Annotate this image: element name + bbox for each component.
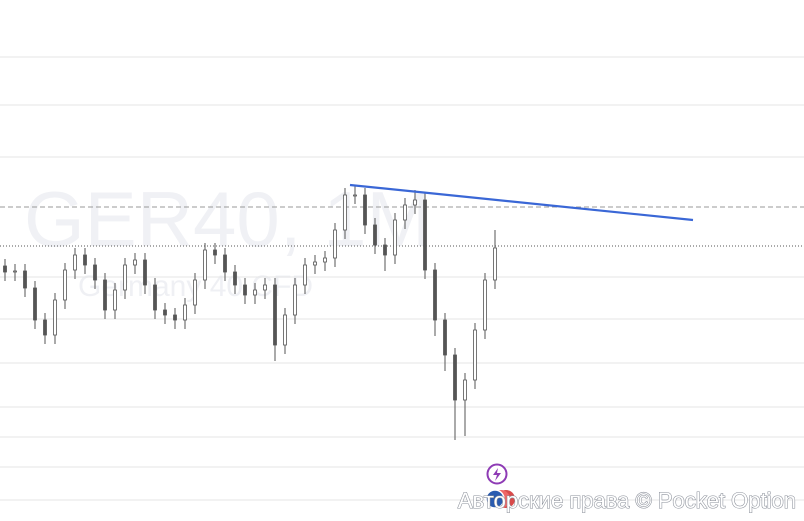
candle-body — [363, 194, 367, 226]
copyright: Авторские права © Pocket Option — [458, 488, 796, 513]
candle-body — [183, 304, 187, 321]
candle-body — [223, 254, 227, 273]
candle-body — [73, 254, 77, 271]
candle-body — [63, 269, 67, 301]
candle-body — [393, 219, 397, 256]
candle-body — [233, 271, 237, 286]
candle-body — [373, 224, 377, 246]
candle-body — [123, 264, 127, 291]
candle-body — [463, 379, 467, 401]
candle-body — [423, 199, 427, 271]
candle-body — [193, 279, 197, 306]
candle-body — [473, 329, 477, 381]
candle-body — [283, 314, 287, 346]
candle-body — [303, 264, 307, 286]
candle-body — [313, 261, 317, 266]
badge-eu — [485, 489, 505, 509]
candle-body — [413, 199, 417, 206]
candle-body — [163, 309, 167, 316]
candle-body — [53, 299, 57, 336]
candle-body — [263, 284, 267, 291]
candle-body — [343, 194, 347, 231]
candle-body — [353, 194, 357, 197]
signal-icons — [485, 463, 515, 509]
candle-body — [103, 279, 107, 311]
flash-symbol — [493, 468, 501, 481]
candle-body — [143, 259, 147, 286]
candle-body — [23, 270, 27, 289]
candle-body — [3, 265, 7, 273]
plot — [0, 56, 804, 501]
candle-body — [43, 319, 47, 336]
candle-body — [203, 249, 207, 281]
candle-body — [133, 259, 137, 266]
candle-body — [403, 204, 407, 221]
candle-body — [483, 279, 487, 331]
candle-body — [323, 257, 327, 263]
candle-body — [383, 244, 387, 256]
candle-body — [453, 354, 457, 401]
candle-body — [253, 289, 257, 296]
candle-body — [153, 284, 157, 311]
candle-body — [443, 319, 447, 356]
candle-body — [493, 247, 497, 281]
candle-body — [243, 284, 247, 296]
candle-body — [273, 284, 277, 346]
candle-body — [433, 269, 437, 321]
candle-body — [33, 287, 37, 321]
candle-body — [173, 314, 177, 321]
candle-body — [293, 284, 297, 316]
candle-body — [93, 264, 97, 281]
candle-body — [113, 289, 117, 311]
candle-body — [333, 229, 337, 259]
candle-body — [213, 249, 217, 256]
candle-body — [83, 254, 87, 266]
candle-body — [13, 270, 17, 273]
trend-line — [349, 183, 694, 222]
